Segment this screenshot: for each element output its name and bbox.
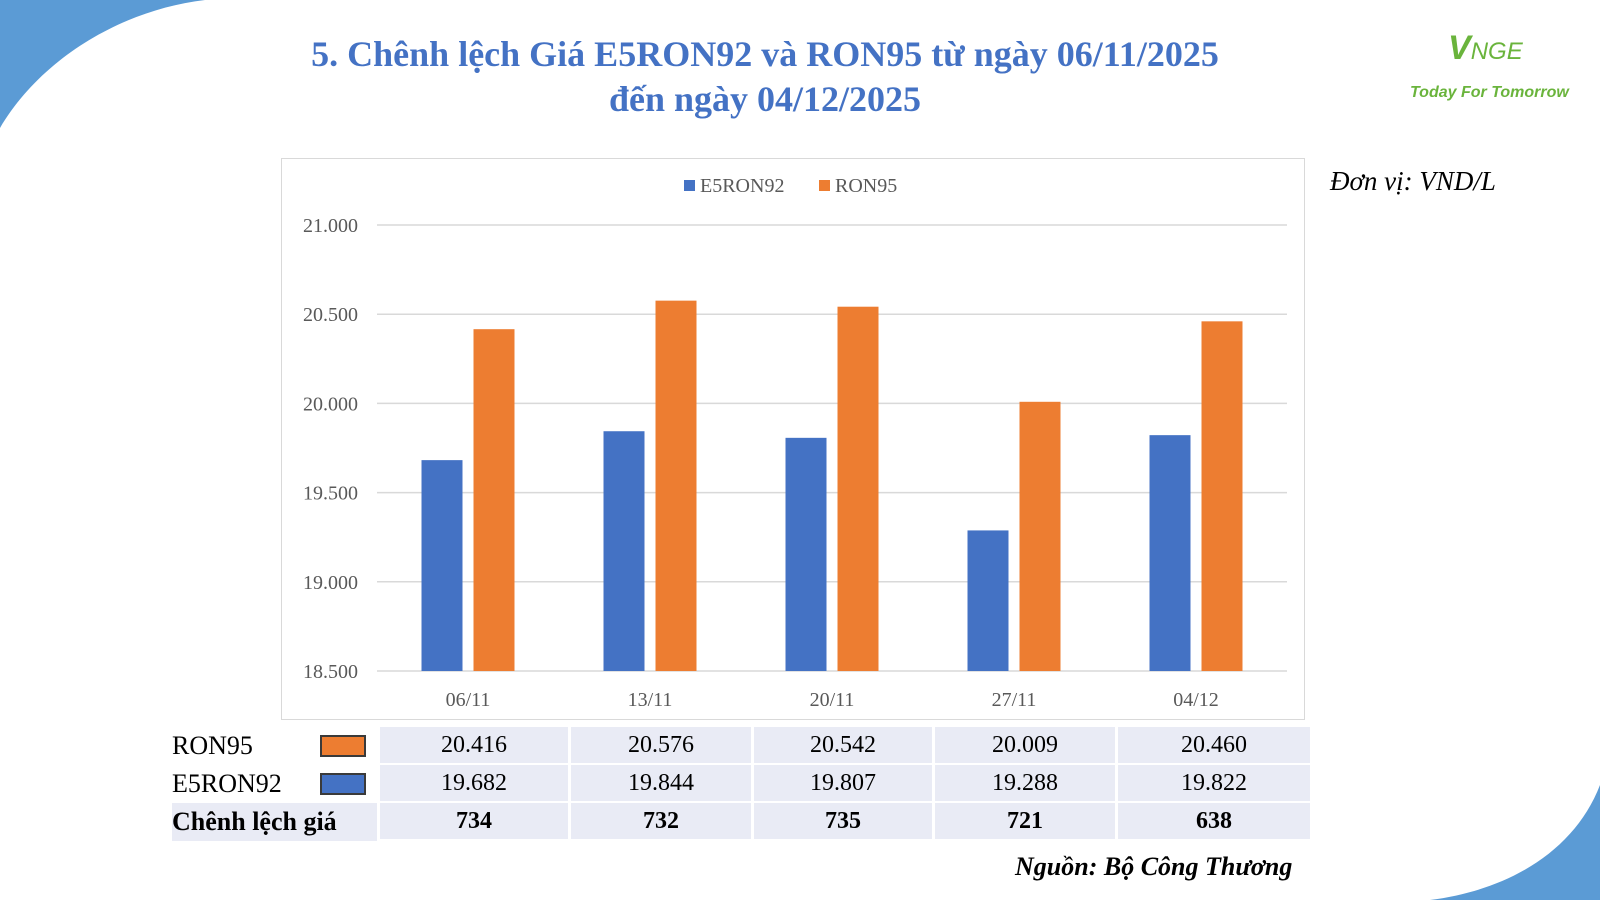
x-tick-label: 13/11 <box>628 689 673 711</box>
row-label-ron95: RON95 <box>172 731 253 760</box>
swatch-ron95 <box>320 735 366 757</box>
table-cell: 20.416 <box>377 727 568 765</box>
vnge-logo: VNGE Today For Tomorrow <box>1400 14 1580 114</box>
table-row-price-difference: Chênh lệch giá 734 732 735 721 638 <box>172 803 1310 841</box>
bar-e5ron92 <box>421 460 463 671</box>
bar-e5ron92 <box>785 437 827 671</box>
table-cell: 19.807 <box>751 765 932 803</box>
bar-e5ron92 <box>1149 435 1191 671</box>
table-cell: 19.822 <box>1115 765 1310 803</box>
bar-ron95 <box>1019 401 1061 671</box>
table-cell: 19.288 <box>932 765 1115 803</box>
table-cell: 721 <box>932 803 1115 841</box>
y-tick-label: 20.500 <box>303 304 358 326</box>
y-tick-label: 18.500 <box>303 661 358 683</box>
bar-e5ron92 <box>603 431 645 671</box>
y-tick-label: 19.000 <box>303 572 358 594</box>
price-table: RON95 20.416 20.576 20.542 20.009 20.460… <box>172 727 1310 841</box>
table-cell: 735 <box>751 803 932 841</box>
corner-decoration-bottom-right <box>1430 785 1600 900</box>
table-cell: 19.844 <box>568 765 751 803</box>
legend-label-e5ron92: E5RON92 <box>700 175 784 197</box>
legend-label-ron95: RON95 <box>835 175 897 197</box>
bar-ron95 <box>655 300 697 671</box>
x-tick-label: 20/11 <box>810 689 855 711</box>
swatch-e5ron92 <box>320 773 366 795</box>
table-cell: 20.542 <box>751 727 932 765</box>
table-cell: 20.460 <box>1115 727 1310 765</box>
table-cell: 20.009 <box>932 727 1115 765</box>
y-tick-label: 20.000 <box>303 393 358 415</box>
y-tick-label: 19.500 <box>303 483 358 505</box>
source-label: Nguồn: Bộ Công Thương <box>1015 852 1293 881</box>
corner-decoration-top-left <box>0 0 205 128</box>
unit-label: Đơn vị: VND/L <box>1330 166 1496 196</box>
table-row-ron95: RON95 20.416 20.576 20.542 20.009 20.460 <box>172 727 1310 765</box>
logo-tagline: Today For Tomorrow <box>1410 84 1569 101</box>
x-tick-label: 27/11 <box>992 689 1037 711</box>
table-cell: 19.682 <box>377 765 568 803</box>
page-title: 5. Chênh lệch Giá E5RON92 và RON95 từ ng… <box>230 32 1300 122</box>
title-line-1: 5. Chênh lệch Giá E5RON92 và RON95 từ ng… <box>311 34 1219 74</box>
chart-svg: 18.500 19.000 19.500 20.000 20.500 21.000 06/1… <box>303 175 1287 711</box>
table-cell: 20.576 <box>568 727 751 765</box>
table-cell: 732 <box>568 803 751 841</box>
bar-ron95 <box>837 306 879 671</box>
bar-ron95 <box>473 329 515 671</box>
legend-swatch-ron95 <box>819 180 830 191</box>
x-tick-label: 06/11 <box>446 689 491 711</box>
title-line-2: đến ngày 04/12/2025 <box>608 79 922 119</box>
y-tick-label: 21.000 <box>303 215 358 237</box>
row-label-e5ron92: E5RON92 <box>172 769 282 798</box>
bar-e5ron92 <box>967 530 1009 671</box>
logo-mark: VNGE <box>1448 29 1523 67</box>
bar-chart: 18.500 19.000 19.500 20.000 20.500 21.000 06/1… <box>281 158 1305 720</box>
legend-swatch-e5ron92 <box>684 180 695 191</box>
table-row-e5ron92: E5RON92 19.682 19.844 19.807 19.288 19.8… <box>172 765 1310 803</box>
row-label-difference: Chênh lệch giá <box>172 807 337 836</box>
table-cell: 638 <box>1115 803 1310 841</box>
x-tick-label: 04/12 <box>1173 689 1219 711</box>
table-cell: 734 <box>377 803 568 841</box>
bar-ron95 <box>1201 321 1243 671</box>
